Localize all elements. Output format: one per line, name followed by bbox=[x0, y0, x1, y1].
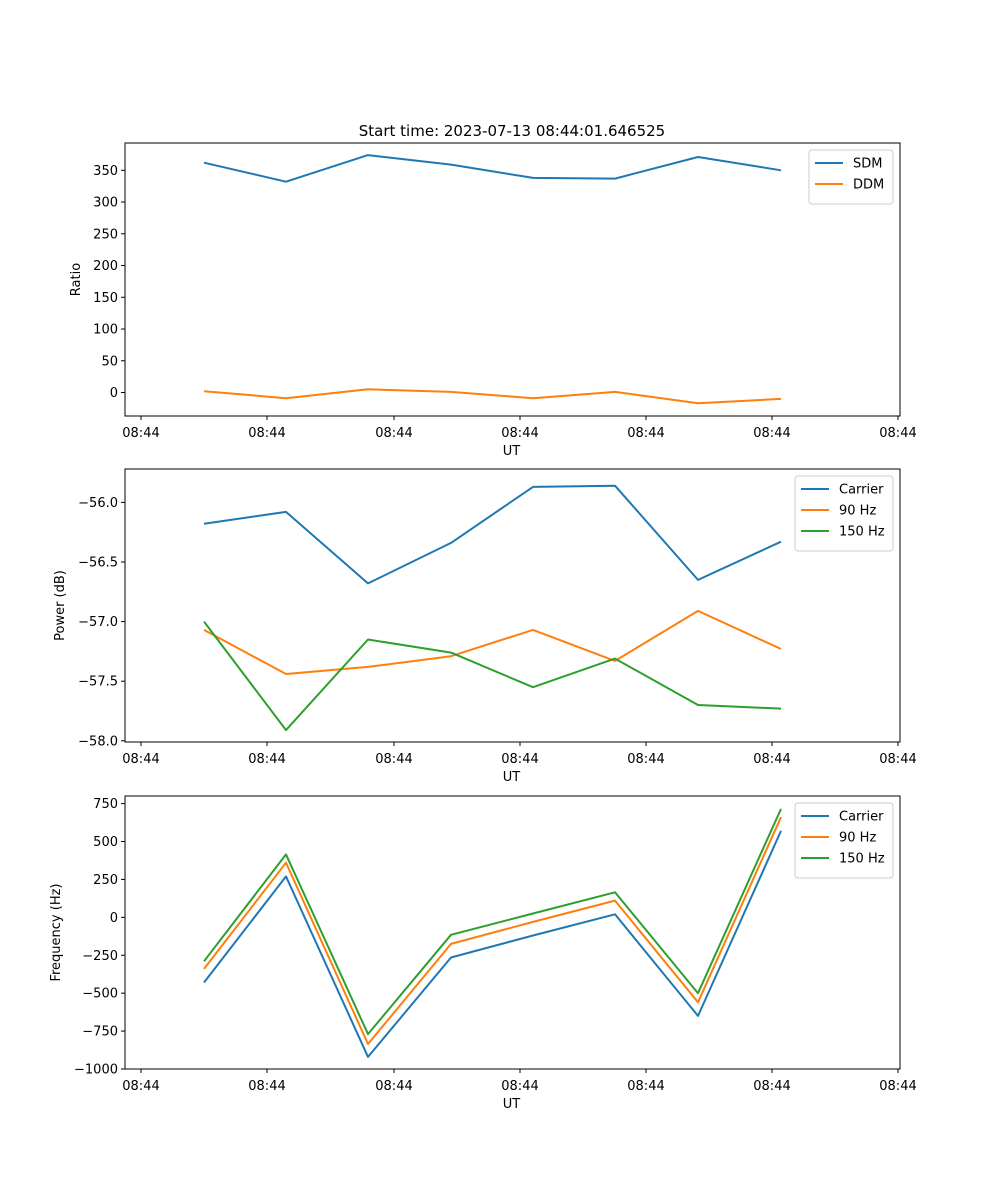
legend-label: 150 Hz bbox=[839, 525, 885, 540]
legend-label: 90 Hz bbox=[839, 831, 876, 846]
x-tick-label: 08:44 bbox=[879, 752, 916, 767]
series-line-150-hz bbox=[203, 620, 782, 732]
x-tick-label: 08:44 bbox=[248, 426, 285, 441]
y-tick-label: 350 bbox=[93, 164, 118, 179]
series-line-150-hz bbox=[203, 808, 782, 1036]
x-tick-label: 08:44 bbox=[879, 426, 916, 441]
subplot-3: 750 500 250 0 −250 −500 −750 −1000 08:44 08:44 08:… bbox=[49, 795, 917, 1112]
axes-frame bbox=[124, 795, 901, 1070]
legend: Carrier 90 Hz 150 Hz bbox=[794, 475, 894, 552]
y-tick-label: −57.5 bbox=[78, 675, 118, 690]
x-tick-label: 08:44 bbox=[122, 752, 159, 767]
x-tick-label: 08:44 bbox=[375, 426, 412, 441]
x-tick-label: 08:44 bbox=[248, 752, 285, 767]
y-axis-label: Ratio bbox=[69, 263, 84, 296]
x-axis-label: UT bbox=[503, 1097, 521, 1112]
legend: Carrier 90 Hz 150 Hz bbox=[794, 802, 894, 879]
series-line-ddm bbox=[203, 388, 782, 405]
x-tick-label: 08:44 bbox=[501, 752, 538, 767]
x-tick-label: 08:44 bbox=[753, 426, 790, 441]
y-tick-label: 750 bbox=[93, 797, 118, 812]
y-tick-label: −500 bbox=[82, 987, 118, 1002]
y-tick-label: 200 bbox=[93, 259, 118, 274]
x-tick-label: 08:44 bbox=[627, 426, 664, 441]
x-tick-label: 08:44 bbox=[122, 426, 159, 441]
series-line-90-hz bbox=[203, 609, 782, 675]
x-tick-label: 08:44 bbox=[248, 1079, 285, 1094]
y-tick-label: −750 bbox=[82, 1025, 118, 1040]
legend-label: SDM bbox=[853, 157, 882, 172]
y-tick-label: 150 bbox=[93, 291, 118, 306]
x-tick-label: 08:44 bbox=[879, 1079, 916, 1094]
series-line-sdm bbox=[203, 154, 782, 183]
x-axis-label: UT bbox=[503, 444, 521, 459]
y-tick-label: −56.0 bbox=[78, 496, 118, 511]
axes-frame bbox=[124, 142, 901, 417]
y-tick-label: 300 bbox=[93, 196, 118, 211]
y-tick-label: 100 bbox=[93, 323, 118, 338]
x-tick-label: 08:44 bbox=[753, 752, 790, 767]
y-tick-label: −57.0 bbox=[78, 615, 118, 630]
x-axis-label: UT bbox=[503, 770, 521, 785]
y-tick-label: 0 bbox=[110, 911, 118, 926]
chart-title: Start time: 2023-07-13 08:44:01.646525 bbox=[359, 122, 665, 140]
series-line-carrier bbox=[203, 830, 782, 1058]
subplot-1: 0 50 100 150 200 250 300 350 08:44 08:44 08:44 08:4… bbox=[69, 142, 917, 459]
x-tick-label: 08:44 bbox=[753, 1079, 790, 1094]
y-tick-label: 250 bbox=[93, 227, 118, 242]
legend-label: 90 Hz bbox=[839, 504, 876, 519]
x-tick-label: 08:44 bbox=[627, 1079, 664, 1094]
y-tick-label: −58.0 bbox=[78, 734, 118, 749]
y-tick-label: −1000 bbox=[74, 1063, 118, 1078]
x-tick-label: 08:44 bbox=[501, 426, 538, 441]
y-axis-label: Frequency (Hz) bbox=[49, 883, 64, 981]
legend: SDM DDM bbox=[808, 149, 894, 205]
subplots: 0 50 100 150 200 250 300 350 08:44 08:44 08:44 08:4… bbox=[49, 142, 917, 1112]
y-tick-label: 0 bbox=[110, 386, 118, 401]
series-line-90-hz bbox=[203, 816, 782, 1045]
x-tick-label: 08:44 bbox=[375, 752, 412, 767]
axes-frame bbox=[124, 468, 901, 743]
y-tick-label: 50 bbox=[101, 354, 118, 369]
series-line-carrier bbox=[203, 484, 782, 585]
x-tick-label: 08:44 bbox=[375, 1079, 412, 1094]
legend-label: DDM bbox=[853, 178, 884, 193]
subplot-2: −56.0 −56.5 −57.0 −57.5 −58.0 08:44 08:44 08:44… bbox=[53, 468, 917, 785]
legend-label: Carrier bbox=[839, 483, 884, 498]
y-tick-label: −56.5 bbox=[78, 555, 118, 570]
y-tick-label: 250 bbox=[93, 873, 118, 888]
x-tick-label: 08:44 bbox=[627, 752, 664, 767]
legend-label: Carrier bbox=[839, 810, 884, 825]
legend-label: 150 Hz bbox=[839, 852, 885, 867]
y-axis-label: Power (dB) bbox=[53, 570, 68, 641]
y-tick-label: −250 bbox=[82, 949, 118, 964]
x-tick-label: 08:44 bbox=[501, 1079, 538, 1094]
x-tick-label: 08:44 bbox=[122, 1079, 159, 1094]
y-tick-label: 500 bbox=[93, 835, 118, 850]
legend-box bbox=[794, 802, 894, 879]
legend-box bbox=[794, 475, 894, 552]
